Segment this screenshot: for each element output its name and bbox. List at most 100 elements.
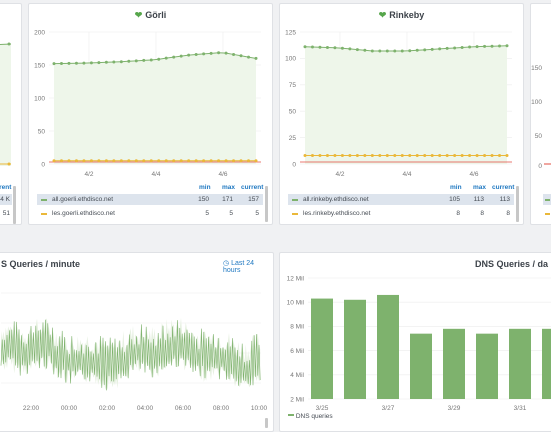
rinkeby-chart[interactable]: 125 100 75 50 25 0 4/2 4/4 4/6 [280, 4, 523, 179]
goerli-series-2-current: 5 [255, 210, 259, 217]
goerli-series-2-min: 5 [205, 210, 209, 217]
data-point [247, 55, 251, 59]
data-point [82, 61, 86, 65]
data-point [333, 154, 337, 158]
x-tick-label: 04:00 [137, 405, 154, 412]
dns-day-panel: DNS Queries / da 12 Mil 10 Mil 8 Mil 6 Mil 4… [279, 252, 551, 432]
data-point [127, 59, 131, 63]
x-tick-label: 3/25 [316, 405, 329, 412]
series-line [0, 319, 261, 391]
series-line-all [304, 45, 508, 52]
series-area [54, 52, 256, 164]
rinkeby-series-2-name: les.rinkeby.ethdisco.net [303, 210, 371, 217]
data-point [217, 159, 221, 163]
x-tick-label: 4/4 [402, 171, 411, 178]
data-point [247, 159, 251, 163]
goerli-legend-row[interactable]: all.goerli.ethdisco.net 150 171 157 [37, 194, 263, 205]
data-point [348, 154, 352, 158]
left-legend-row-1-value: 4 K [0, 196, 10, 203]
data-point [415, 48, 419, 52]
data-point [475, 154, 479, 158]
data-point [393, 49, 397, 53]
x-tick-label: 4/6 [469, 171, 478, 178]
data-point [430, 47, 434, 51]
dns-minute-panel: S Queries / minute ◷ Last 24 hours 22:00… [0, 252, 274, 432]
goerli-title-text: Görli [145, 10, 167, 20]
data-point [59, 159, 63, 163]
left-legend-current-head[interactable]: current [0, 184, 12, 191]
data-point [224, 51, 228, 55]
goerli-panel: ❤ Görli 200 150 100 50 0 4/2 4/4 4/6 min max cur… [28, 3, 273, 225]
data-point [310, 45, 314, 49]
rinkeby-legend-head-max[interactable]: max [473, 184, 487, 191]
data-point [127, 159, 131, 163]
data-point [112, 159, 116, 163]
data-point [67, 159, 71, 163]
clock-icon: ◷ [223, 260, 232, 267]
heart-icon: ❤ [378, 10, 387, 20]
dns-minute-scrollbar[interactable] [265, 418, 268, 428]
data-point [217, 51, 221, 55]
data-point [164, 159, 168, 163]
data-point [52, 62, 56, 66]
data-point [82, 159, 86, 163]
x-tick-label: 3/29 [448, 405, 461, 412]
goerli-series-1-current: 157 [248, 196, 259, 203]
goerli-legend-head-current[interactable]: current [241, 184, 264, 191]
data-point [172, 55, 176, 59]
bar [311, 298, 333, 399]
rinkeby-legend-row[interactable]: les.rinkeby.ethdisco.net 8 8 8 [288, 208, 514, 219]
bar [377, 294, 399, 399]
dns-day-legend[interactable]: DNS queries [288, 413, 333, 420]
data-point [460, 154, 464, 158]
data-point [505, 44, 509, 48]
y-tick-label: 25 [289, 135, 297, 142]
data-point [239, 159, 243, 163]
data-point [149, 58, 153, 62]
left-legend-scrollbar[interactable] [13, 186, 16, 224]
data-point [303, 154, 307, 158]
dns-day-title[interactable]: DNS Queries / da [474, 259, 548, 269]
data-point [408, 154, 412, 158]
rinkeby-legend-scrollbar[interactable] [516, 186, 519, 222]
rinkeby-title[interactable]: ❤ Rinkeby [280, 10, 523, 21]
goerli-series-1-name: all.goerli.ethdisco.net [52, 196, 114, 203]
data-point [468, 45, 472, 49]
data-point [483, 44, 487, 48]
dns-minute-title[interactable]: S Queries / minute [1, 259, 81, 269]
data-point [67, 61, 71, 65]
rinkeby-legend-head-current[interactable]: current [492, 184, 515, 191]
goerli-legend-row[interactable]: les.goerli.ethdisco.net 5 5 5 [37, 208, 263, 219]
data-point [408, 49, 412, 53]
x-tick-label: 3/31 [514, 405, 527, 412]
time-range-indicator[interactable]: ◷ Last 24 hours [223, 259, 273, 274]
data-point [498, 154, 502, 158]
data-point [303, 45, 307, 49]
right-edge-y-tick: 100 [531, 99, 542, 106]
goerli-legend-scrollbar[interactable] [265, 186, 268, 222]
goerli-legend-head-min[interactable]: min [199, 184, 211, 191]
bar [542, 328, 551, 399]
data-point [134, 59, 138, 63]
rinkeby-legend-row[interactable]: all.rinkeby.ethdisco.net 105 113 113 [288, 194, 514, 205]
goerli-series-1-max: 171 [222, 196, 233, 203]
goerli-chart[interactable]: 200 150 100 50 0 4/2 4/4 4/6 [29, 4, 272, 179]
goerli-title[interactable]: ❤ Görli [29, 10, 272, 21]
data-point [385, 154, 389, 158]
bar [344, 299, 366, 399]
data-point [333, 46, 337, 50]
data-point [202, 52, 206, 56]
left-legend-row-2[interactable]: 51 [0, 208, 12, 219]
rinkeby-legend-head-min[interactable]: min [450, 184, 462, 191]
data-point [52, 159, 56, 163]
dns-minute-chart[interactable]: 22:00 00:00 02:00 04:00 06:00 08:00 10:00 [0, 253, 273, 431]
left-legend-row-1[interactable]: 4 K [0, 194, 12, 205]
x-tick-label: 02:00 [99, 405, 116, 412]
data-point [355, 154, 359, 158]
data-point [97, 159, 101, 163]
data-point [355, 48, 359, 52]
goerli-legend-head-max[interactable]: max [222, 184, 236, 191]
data-point [232, 159, 236, 163]
dns-day-chart[interactable]: 12 Mil 10 Mil 8 Mil 6 Mil 4 Mil 2 Mil 3/25 3/27… [280, 253, 551, 431]
data-point [209, 51, 213, 55]
